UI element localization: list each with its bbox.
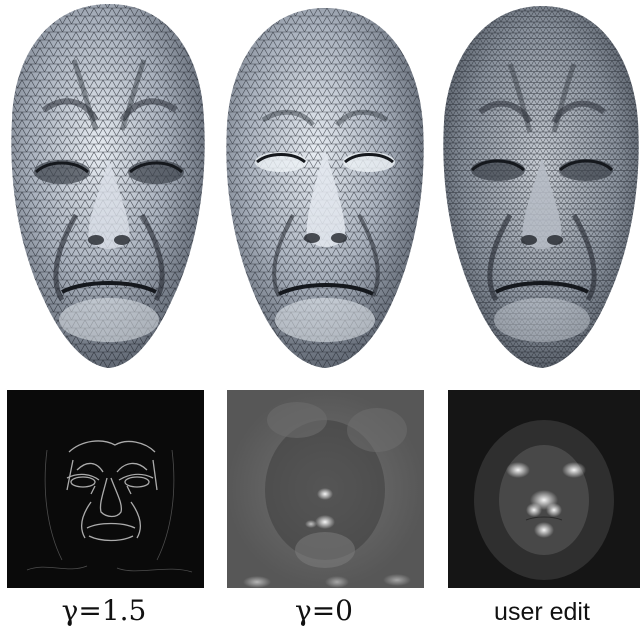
face-mesh-user-edit (443, 6, 639, 368)
caption-user-edit: user edit (494, 598, 590, 626)
face-mesh-gamma-0 (226, 8, 424, 368)
weight-map-gamma-0 (227, 390, 424, 588)
caption-gamma-0: γ=0 (294, 594, 353, 627)
weight-map-user-edit (448, 390, 640, 588)
weight-map-gamma-1-5 (7, 390, 204, 588)
face-mesh-gamma-1-5 (11, 4, 205, 368)
caption-gamma-1-5: γ=1.5 (61, 594, 147, 627)
